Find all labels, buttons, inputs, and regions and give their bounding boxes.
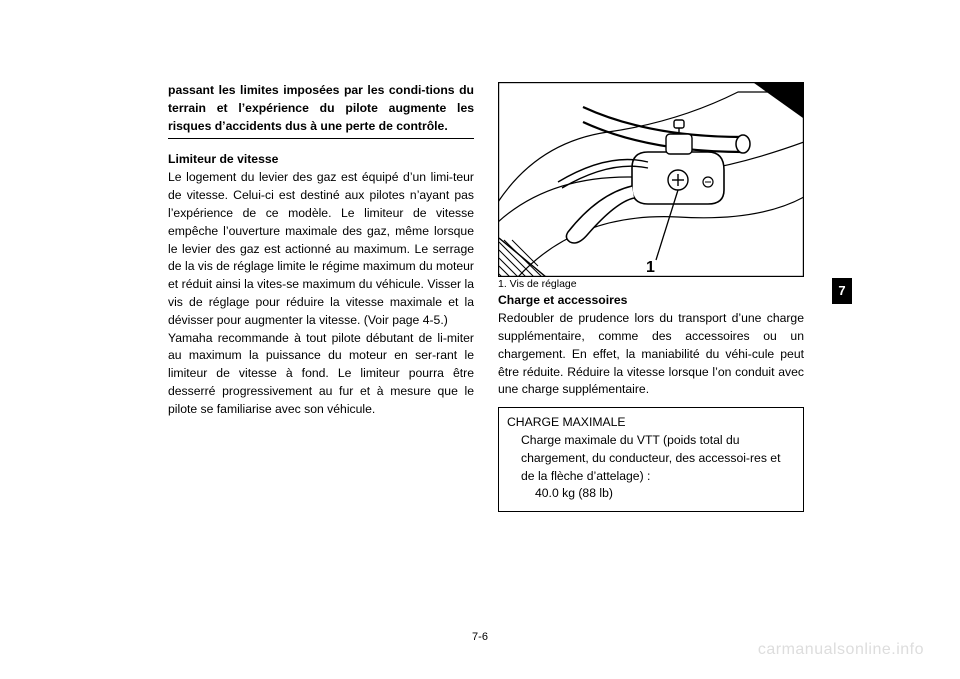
page: passant les limites imposées par les con…: [0, 0, 960, 679]
max-load-box: CHARGE MAXIMALE Charge maximale du VTT (…: [498, 407, 804, 512]
section-title-limiteur: Limiteur de vitesse: [168, 151, 474, 169]
divider: [168, 138, 474, 139]
left-column: passant les limites imposées par les con…: [168, 82, 474, 612]
paragraph-limiteur-2: Yamaha recommande à tout pilote débutant…: [168, 330, 474, 419]
box-title: CHARGE MAXIMALE: [507, 414, 795, 432]
figure-caption: 1. Vis de réglage: [498, 277, 804, 292]
paragraph-limiteur-1: Le logement du levier des gaz est équipé…: [168, 169, 474, 329]
right-column: 1 1. Vis de réglage Charge et accessoire…: [498, 82, 804, 612]
watermark: carmanualsonline.info: [758, 641, 924, 659]
content-area: passant les limites imposées par les con…: [168, 82, 804, 612]
figure-throttle-limiter: 1: [498, 82, 804, 277]
section-title-charge: Charge et accessoires: [498, 292, 804, 310]
box-value: 40.0 kg (88 lb): [507, 485, 795, 503]
section-tab: 7: [832, 278, 852, 304]
warning-continuation: passant les limites imposées par les con…: [168, 82, 474, 135]
throttle-limiter-illustration: 1: [498, 82, 804, 277]
figure-callout-number: 1: [646, 259, 655, 276]
box-line1: Charge maximale du VTT (poids total du c…: [507, 432, 795, 485]
paragraph-charge: Redoubler de prudence lors du transport …: [498, 310, 804, 399]
